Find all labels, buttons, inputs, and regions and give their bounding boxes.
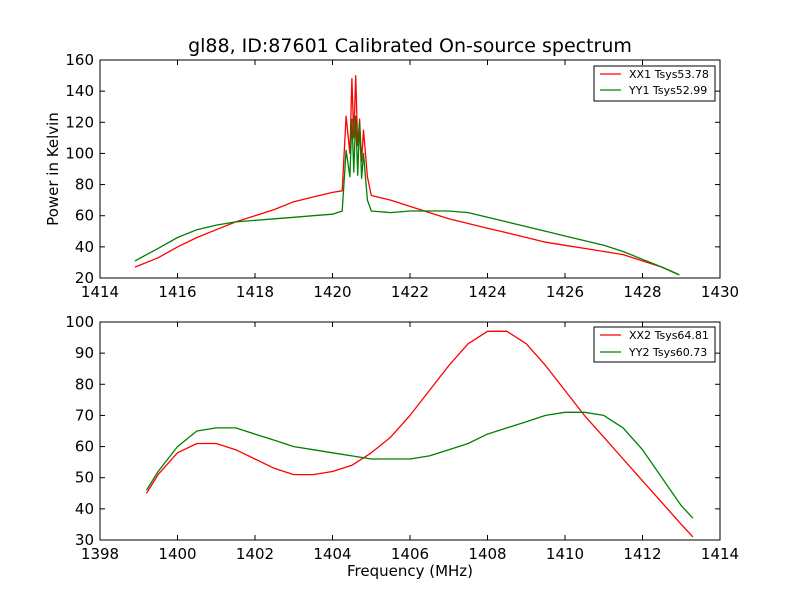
top-panel: 1414 1416 1418 1420 1422 1424 1426 1428 1430 20 40… [44, 51, 739, 301]
top-series-lines [134, 74, 680, 276]
bottom-y-tick-label: 60 [75, 438, 94, 456]
bottom-y-tick-label: 50 [75, 469, 94, 487]
bottom-series-line-yy [145, 411, 694, 519]
bottom-x-tick-label: 1408 [468, 545, 506, 563]
bottom-ticks: 1398 1400 1402 1404 1406 1408 1410 1412 1414 30 40… [65, 313, 739, 563]
top-x-tick-label: 1418 [236, 283, 274, 301]
chart-title: gl88, ID:87601 Calibrated On-source spec… [188, 35, 632, 57]
bottom-x-axis-label: Frequency (MHz) [347, 562, 473, 580]
bottom-legend: XX2 Tsys64.81 YY2 Tsys60.73 [593, 326, 716, 363]
top-x-tick-label: 1420 [313, 283, 351, 301]
top-y-tick-label: 140 [65, 82, 94, 100]
bottom-x-tick-label: 1406 [391, 545, 429, 563]
top-x-tick-label: 1422 [391, 283, 429, 301]
top-y-tick-label: 120 [65, 113, 94, 131]
top-legend-label-xx1: XX1 Tsys53.78 [629, 68, 709, 81]
bottom-x-tick-label: 1412 [623, 545, 661, 563]
top-x-tick-label: 1426 [546, 283, 584, 301]
top-y-tick-label: 100 [65, 144, 94, 162]
top-x-tick-label: 1424 [468, 283, 506, 301]
top-ticks: 1414 1416 1418 1420 1422 1424 1426 1428 1430 20 40… [65, 51, 739, 301]
top-y-tick-label: 160 [65, 51, 94, 69]
bottom-legend-label-yy2: YY2 Tsys60.73 [628, 346, 707, 359]
top-x-tick-label: 1416 [158, 283, 196, 301]
bottom-legend-label-xx2: XX2 Tsys64.81 [629, 329, 709, 342]
top-y-tick-label: 40 [75, 238, 94, 256]
top-series-line-yy [134, 115, 680, 276]
bottom-x-tick-label: 1400 [158, 545, 196, 563]
top-y-tick-label: 80 [75, 176, 94, 194]
bottom-x-tick-label: 1402 [236, 545, 274, 563]
bottom-series-line-xx [145, 330, 694, 538]
top-x-tick-label: 1428 [623, 283, 661, 301]
bottom-panel: 1398 1400 1402 1404 1406 1408 1410 1412 1414 30 40… [65, 313, 739, 580]
bottom-x-tick-label: 1398 [81, 545, 119, 563]
bottom-y-tick-label: 30 [75, 531, 94, 549]
top-y-tick-label: 20 [75, 269, 94, 287]
bottom-y-tick-label: 90 [75, 344, 94, 362]
bottom-y-tick-label: 80 [75, 375, 94, 393]
top-y-axis-label: Power in Kelvin [44, 112, 62, 226]
bottom-y-tick-label: 40 [75, 500, 94, 518]
top-x-tick-label: 1430 [701, 283, 739, 301]
bottom-x-tick-label: 1410 [546, 545, 584, 563]
top-x-tick-label: 1414 [81, 283, 119, 301]
top-legend-box [593, 65, 716, 102]
top-legend: XX1 Tsys53.78 YY1 Tsys52.99 [593, 65, 716, 102]
bottom-x-tick-label: 1414 [701, 545, 739, 563]
bottom-legend-box [593, 326, 716, 363]
top-legend-label-yy1: YY1 Tsys52.99 [628, 84, 707, 97]
bottom-y-tick-label: 70 [75, 406, 94, 424]
bottom-series-lines [145, 330, 694, 538]
bottom-y-tick-label: 100 [65, 313, 94, 331]
bottom-x-tick-label: 1404 [313, 545, 351, 563]
top-y-tick-label: 60 [75, 207, 94, 225]
